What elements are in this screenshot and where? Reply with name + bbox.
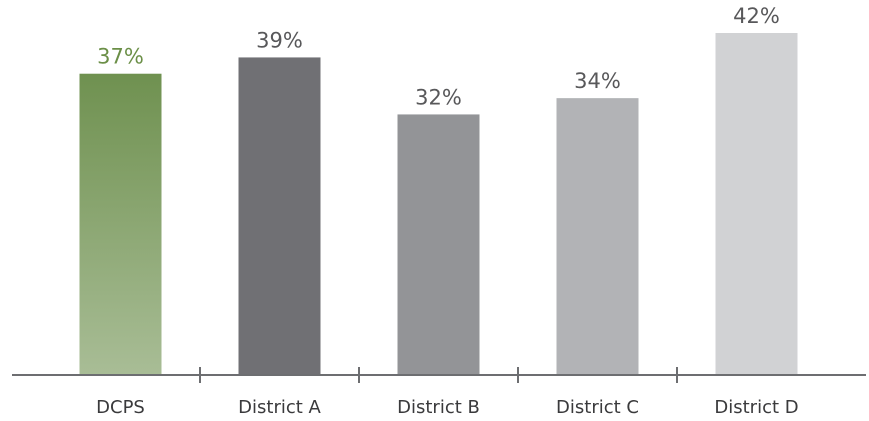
x-tick-label: District B: [397, 397, 480, 418]
x-tick-label: DCPS: [96, 397, 145, 418]
value-label: 32%: [415, 85, 462, 109]
bar: [556, 98, 639, 376]
x-tick-label: District A: [238, 397, 321, 418]
x-tick-label: District D: [714, 397, 798, 418]
value-label: 34%: [574, 69, 621, 93]
bar: [397, 114, 480, 375]
bar: [715, 33, 798, 375]
value-label: 42%: [733, 4, 780, 28]
value-label: 39%: [256, 28, 303, 52]
bar: [79, 73, 162, 375]
bar: [238, 57, 321, 376]
x-tick-label: District C: [556, 397, 639, 418]
value-label: 37%: [97, 45, 144, 69]
